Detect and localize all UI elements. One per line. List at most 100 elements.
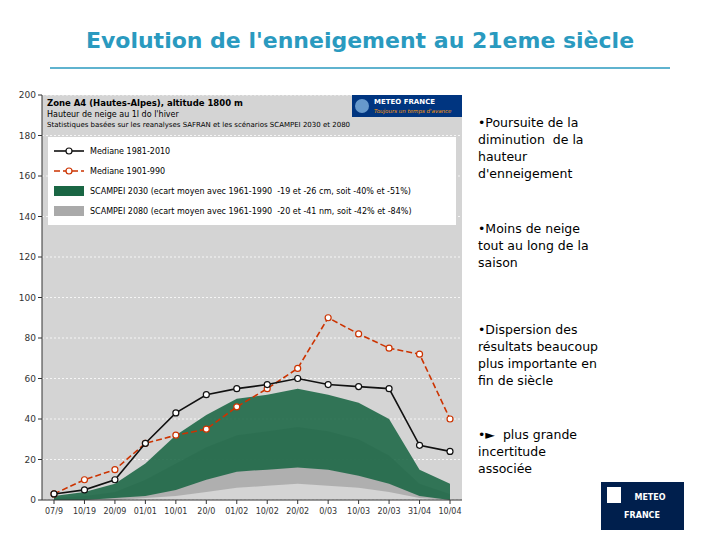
text-line: •Poursuite de la — [478, 115, 578, 130]
point — [112, 467, 118, 473]
legend-label: SCAMPEI 2030 (ecart moyen avec 1961-1990… — [90, 187, 411, 196]
plot-background — [42, 95, 462, 500]
point — [447, 416, 453, 422]
point — [386, 386, 392, 392]
logo-text: METEO — [634, 493, 665, 502]
x-tick — [267, 500, 268, 504]
y-tick — [38, 459, 42, 460]
y-tick-label: 200 — [19, 90, 36, 100]
x-tick — [114, 500, 115, 504]
chart-canvas: Evolution de l'enneigement au 21eme sièc… — [0, 0, 720, 540]
y-tick — [38, 378, 42, 379]
point — [142, 440, 148, 446]
title-rule — [50, 67, 670, 69]
legend-label: Mediane 1901-990 — [90, 167, 165, 176]
x-tick — [145, 500, 146, 504]
x-tick — [84, 500, 85, 504]
point — [51, 491, 57, 497]
logo-box — [352, 95, 462, 117]
legend-marker — [66, 148, 72, 154]
point — [81, 487, 87, 493]
annotation: Statistiques basées sur les reanalyses S… — [47, 121, 350, 129]
y-tick-label: 160 — [19, 171, 36, 181]
x-tick — [450, 500, 451, 504]
logo-text: METEO FRANCE — [374, 98, 435, 106]
logo-text: Toujours un temps d'avance — [374, 108, 452, 115]
grid-line — [42, 297, 462, 298]
y-tick — [38, 216, 42, 217]
point — [447, 448, 453, 454]
y-tick-label: 100 — [19, 293, 36, 303]
text-line: diminution de la — [478, 132, 584, 147]
x-tick-label: 01/02 — [225, 507, 248, 516]
y-tick — [38, 95, 42, 96]
grid-line — [42, 338, 462, 339]
text-line: incertitude — [478, 444, 546, 459]
x-tick-label: 10/19 — [73, 507, 96, 516]
grid-line — [42, 257, 462, 258]
point — [173, 432, 179, 438]
point — [356, 384, 362, 390]
text-line: tout au long de la — [478, 238, 589, 253]
bullet: •Dispersion desrésultats beaucoupplus im… — [478, 322, 598, 388]
point — [325, 315, 331, 321]
legend-marker — [66, 168, 72, 174]
x-tick-label: 10/04 — [438, 507, 461, 516]
y-tick — [38, 419, 42, 420]
y-tick-label: 80 — [25, 333, 37, 343]
grid-line — [42, 135, 462, 136]
legend-label: SCAMPEI 2080 (ecart moyen avec 1961-1990… — [90, 207, 412, 216]
text-line: fin de siècle — [478, 373, 553, 388]
y-tick-label: 40 — [25, 414, 37, 424]
point — [81, 477, 87, 483]
line — [54, 318, 450, 494]
point — [325, 382, 331, 388]
y-axis — [42, 95, 43, 500]
logo-icon — [607, 487, 621, 503]
x-tick — [206, 500, 207, 504]
x-tick-label: 20/0 — [197, 507, 215, 516]
point — [112, 477, 118, 483]
text-line: résultats beaucoup — [478, 339, 598, 354]
y-tick — [38, 176, 42, 177]
subtitle: Zone A4 (Hautes-Alpes), altitude 1800 m — [47, 98, 243, 108]
x-tick-label: 31/04 — [408, 507, 431, 516]
grid-line — [42, 500, 462, 501]
x-tick — [54, 500, 55, 504]
title: Evolution de l'enneigement au 21eme sièc… — [86, 28, 634, 53]
y-tick — [38, 338, 42, 339]
x-tick-label: 0/03 — [319, 507, 337, 516]
x-tick-label: 01/01 — [134, 507, 157, 516]
x-tick — [297, 500, 298, 504]
x-tick — [175, 500, 176, 504]
x-tick-label: 10/02 — [256, 507, 279, 516]
point — [234, 386, 240, 392]
x-tick-label: 07/9 — [45, 507, 63, 516]
y-tick — [38, 135, 42, 136]
legend-swatch — [54, 206, 84, 216]
logo-icon — [355, 99, 369, 113]
legend-label: Mediane 1981-2010 — [90, 147, 170, 156]
point — [264, 382, 270, 388]
x-tick-label: 10/03 — [347, 507, 370, 516]
y-tick-label: 140 — [19, 212, 36, 222]
x-tick — [328, 500, 329, 504]
y-tick — [38, 500, 42, 501]
point — [173, 410, 179, 416]
annotation: Hauteur de neige au 1l do l'hiver — [47, 110, 180, 119]
y-tick-label: 120 — [19, 252, 36, 262]
x-axis — [42, 500, 462, 501]
y-tick — [38, 297, 42, 298]
point — [295, 365, 301, 371]
bullet: •Moins de neigetout au long de lasaison — [478, 221, 589, 270]
line — [54, 379, 450, 494]
legend: Mediane 1981-2010 Mediane 1901-990 SCAMPEI… — [48, 137, 456, 225]
x-tick-label: 10/01 — [164, 507, 187, 516]
grid-line — [42, 378, 462, 379]
text-line: plus importante en — [478, 356, 597, 371]
grid — [42, 95, 462, 500]
y-tick — [38, 257, 42, 258]
point — [356, 331, 362, 337]
logo: METEO FRANCE Toujours un temps d'avance — [352, 95, 462, 117]
x-tick-label: 20/03 — [378, 507, 401, 516]
